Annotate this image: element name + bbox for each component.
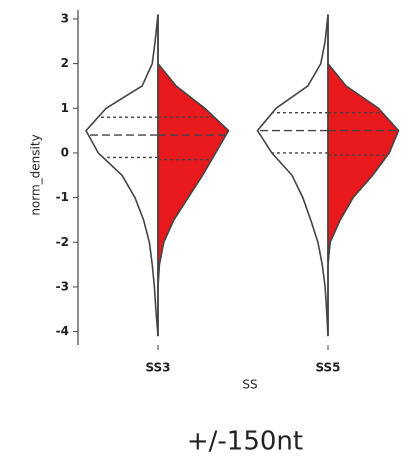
y-tick-label: 2: [61, 56, 69, 70]
y-tick-label: 1: [61, 101, 69, 115]
x-axis-label: SS: [242, 378, 257, 392]
y-tick-label: -4: [56, 324, 69, 338]
violin-half: [85, 14, 159, 337]
x-tick-label: SS3: [145, 361, 170, 375]
y-tick-label: -3: [56, 279, 69, 293]
y-tick-label: 0: [61, 145, 69, 159]
violin-half: [157, 14, 230, 337]
x-tick-label: SS5: [315, 361, 340, 375]
y-axis-label: norm_density: [29, 134, 43, 215]
violin-half: [256, 14, 329, 337]
y-tick-label: 3: [61, 11, 69, 25]
chart-title: +/-150nt: [187, 427, 303, 457]
y-tick-label: -1: [56, 190, 69, 204]
violin-half: [327, 14, 400, 337]
y-tick-label: -2: [56, 235, 69, 249]
